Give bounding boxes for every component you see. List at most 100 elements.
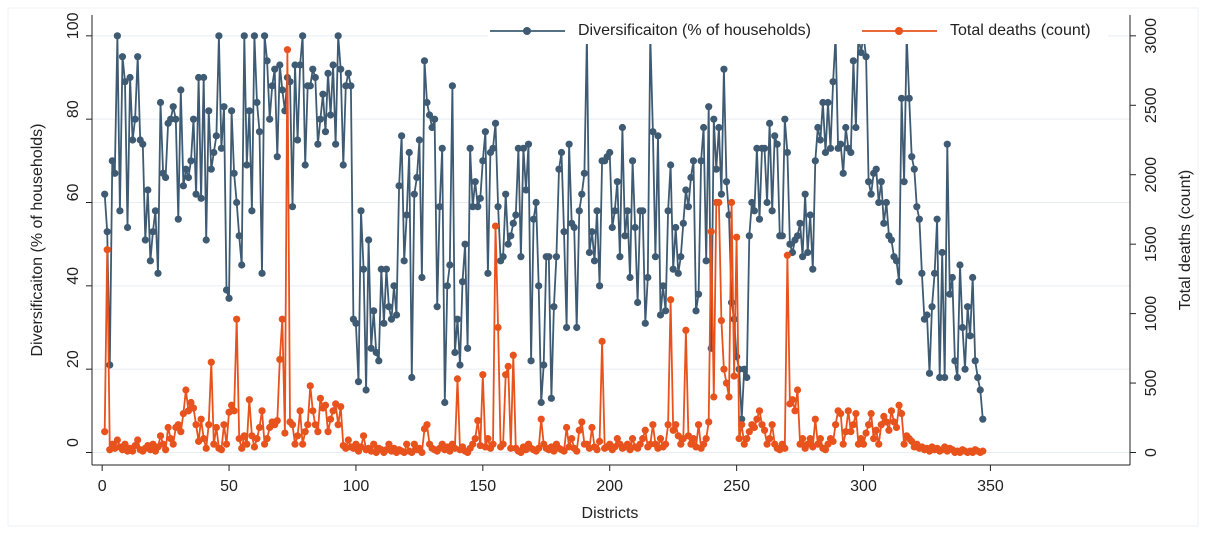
- point: [956, 261, 964, 269]
- point: [806, 435, 814, 443]
- point: [139, 140, 147, 148]
- point: [240, 432, 248, 440]
- point: [151, 207, 160, 215]
- point: [491, 119, 500, 127]
- point: [948, 273, 956, 282]
- point: [641, 319, 649, 327]
- point: [527, 357, 535, 365]
- point: [504, 240, 512, 248]
- point: [621, 232, 629, 240]
- point: [385, 440, 393, 448]
- point: [253, 435, 261, 443]
- point: [760, 426, 769, 434]
- point: [623, 207, 632, 215]
- x-tick-label: 350: [977, 478, 1004, 495]
- point: [930, 269, 939, 277]
- point: [842, 123, 850, 132]
- point: [382, 265, 390, 273]
- point: [230, 169, 238, 177]
- point: [961, 365, 969, 373]
- point: [182, 165, 190, 173]
- point: [116, 207, 124, 215]
- point: [263, 435, 271, 443]
- point: [410, 190, 418, 198]
- point: [966, 332, 974, 340]
- legend: Diversificaiton (% of households) Total d…: [488, 18, 1108, 44]
- point: [164, 423, 172, 432]
- point: [184, 173, 193, 182]
- point: [499, 253, 507, 261]
- point: [974, 373, 982, 382]
- point: [509, 351, 517, 359]
- point: [628, 435, 637, 443]
- y-tick-label: 0: [65, 438, 82, 447]
- point: [372, 348, 380, 357]
- point: [220, 421, 228, 429]
- point: [227, 107, 236, 115]
- point: [121, 440, 129, 448]
- point: [588, 423, 596, 432]
- point: [106, 361, 114, 369]
- point: [694, 421, 703, 429]
- point: [443, 282, 451, 290]
- point: [499, 440, 507, 448]
- point: [268, 82, 276, 90]
- point: [507, 444, 515, 452]
- point: [438, 144, 446, 152]
- point: [677, 440, 685, 448]
- point: [202, 444, 210, 452]
- point: [877, 178, 885, 186]
- point: [814, 123, 822, 132]
- point: [464, 344, 472, 352]
- point: [288, 203, 297, 211]
- point: [897, 94, 906, 102]
- point: [126, 73, 134, 82]
- point: [644, 273, 652, 282]
- point: [314, 140, 322, 148]
- point: [167, 435, 175, 443]
- point: [555, 165, 563, 173]
- point: [689, 435, 698, 443]
- point: [552, 253, 561, 261]
- point: [420, 57, 429, 65]
- point: [309, 65, 317, 73]
- point: [172, 115, 180, 123]
- point: [814, 440, 822, 448]
- point: [682, 326, 690, 334]
- point: [849, 57, 857, 65]
- point: [925, 369, 934, 377]
- point: [200, 435, 208, 443]
- point: [804, 248, 812, 257]
- point: [854, 440, 863, 448]
- point: [217, 144, 226, 152]
- point: [344, 69, 352, 77]
- point: [113, 436, 121, 444]
- point: [316, 115, 325, 123]
- point: [390, 282, 398, 290]
- point: [403, 211, 411, 219]
- point: [134, 436, 142, 444]
- point: [210, 440, 218, 448]
- point: [689, 157, 698, 165]
- point: [436, 203, 444, 211]
- point: [453, 375, 462, 383]
- point: [489, 440, 497, 448]
- point: [875, 440, 883, 448]
- point: [129, 136, 137, 144]
- point: [842, 428, 850, 436]
- point: [839, 440, 847, 448]
- point: [562, 423, 571, 432]
- point: [245, 396, 253, 404]
- point: [250, 32, 259, 40]
- point: [768, 207, 776, 215]
- point: [606, 148, 614, 157]
- point: [550, 303, 558, 311]
- point: [717, 190, 725, 198]
- point: [189, 404, 198, 412]
- point: [971, 357, 979, 365]
- point: [656, 435, 665, 443]
- point: [857, 435, 865, 443]
- point: [763, 440, 771, 448]
- point: [291, 440, 299, 448]
